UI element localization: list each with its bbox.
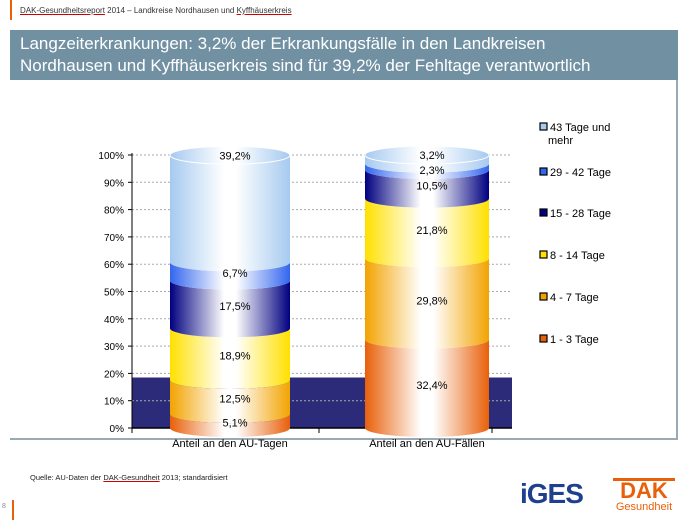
cylinder-top	[169, 145, 291, 165]
bar-segment	[364, 339, 489, 437]
y-tick-label: 0%	[110, 424, 125, 435]
bar-segment	[364, 163, 489, 180]
source-note: Quelle: AU-Daten der DAK-Gesundheit 2013…	[30, 473, 228, 482]
category-label: Anteil an den AU-Fällen	[369, 438, 485, 450]
bar-segment	[365, 155, 489, 173]
data-label: 29,8%	[416, 295, 447, 307]
bar-segment	[170, 328, 290, 389]
y-tick-label: 100%	[98, 151, 124, 162]
report-kreis: Kyffhäuserkreis	[236, 6, 292, 15]
page-number: 8	[2, 503, 6, 510]
y-tick-label: 10%	[104, 397, 124, 408]
legend-swatch	[539, 292, 548, 301]
data-label: 17,5%	[219, 301, 250, 313]
data-label: 10,5%	[416, 181, 447, 193]
chart-panel	[10, 80, 678, 440]
title-line-2: Nordhausen und Kyffhäuserkreis sind für …	[20, 56, 591, 75]
y-tick-label: 80%	[104, 206, 124, 217]
data-label: 18,9%	[219, 351, 250, 363]
title-line-1: Langzeiterkrankungen: 3,2% der Erkrankun…	[20, 34, 546, 53]
dak-logo: DAK Gesundheit	[613, 478, 675, 513]
bar-segment	[364, 170, 489, 208]
legend-swatch	[539, 122, 548, 131]
bar-segment	[170, 280, 290, 338]
legend-label: 8 - 14 Tage	[550, 250, 605, 262]
legend-swatch	[539, 250, 548, 259]
dak-logo-text: DAK	[613, 478, 675, 502]
bar-segment	[170, 379, 290, 424]
legend-swatch	[539, 167, 548, 176]
bar-segment	[364, 198, 489, 268]
legend-label: 29 - 42 Tage	[550, 167, 611, 179]
legend-label: 1 - 3 Tage	[550, 334, 599, 346]
source-dak: DAK-Gesundheit	[103, 473, 160, 482]
legend-swatch	[539, 334, 548, 343]
y-tick-label: 90%	[104, 178, 124, 189]
source-pre: Quelle: AU-Daten der	[30, 473, 104, 482]
report-header: DAK-Gesundheitsreport 2014 – Landkreise …	[20, 6, 292, 15]
data-label: 12,5%	[219, 393, 250, 405]
bar-segment	[170, 262, 290, 290]
source-post: 2013; standardisiert	[159, 473, 228, 482]
data-label: 2,3%	[419, 165, 444, 177]
cylinder-top	[364, 145, 490, 165]
data-label: 39,2%	[219, 150, 250, 162]
data-label: 21,8%	[416, 225, 447, 237]
report-subtitle: 2014 – Landkreise Nordhausen und	[104, 6, 237, 15]
legend-label-cont: mehr	[548, 135, 573, 147]
y-tick-label: 50%	[104, 288, 124, 299]
legend-swatch	[539, 208, 548, 217]
data-label: 5,1%	[222, 417, 247, 429]
data-label: 32,4%	[416, 380, 447, 392]
bar-segment	[170, 155, 290, 272]
data-label: 6,7%	[222, 268, 247, 280]
y-tick-label: 20%	[104, 369, 124, 380]
accent-bar-bottom	[12, 500, 14, 520]
iges-logo: iGES	[520, 478, 584, 509]
legend-label: 43 Tage und	[550, 122, 610, 134]
data-label: 3,2%	[419, 150, 444, 162]
category-label: Anteil an den AU-Tagen	[172, 438, 288, 450]
report-name: DAK-Gesundheitsreport	[20, 6, 105, 15]
y-tick-label: 60%	[104, 260, 124, 271]
y-tick-label: 40%	[104, 315, 124, 326]
legend-label: 15 - 28 Tage	[550, 208, 611, 220]
slide-title: Langzeiterkrankungen: 3,2% der Erkrankun…	[10, 30, 678, 80]
bar-segment	[364, 258, 489, 349]
y-tick-label: 30%	[104, 342, 124, 353]
dak-logo-subtext: Gesundheit	[615, 501, 673, 513]
legend-label: 4 - 7 Tage	[550, 292, 599, 304]
y-tick-label: 70%	[104, 233, 124, 244]
accent-bar	[10, 0, 12, 20]
bar-segment	[170, 414, 290, 437]
